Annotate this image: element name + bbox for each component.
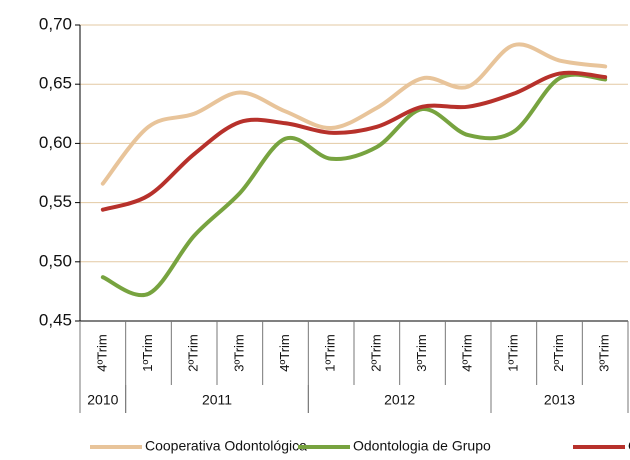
- x-tick-label: 1ºTrim: [140, 334, 155, 371]
- y-tick-label: 0,45: [39, 310, 72, 329]
- y-tick-label: 0,50: [39, 251, 72, 270]
- y-tick-label: 0,65: [39, 74, 72, 93]
- x-tick-label: 1ºTrim: [323, 334, 338, 371]
- y-tick-label: 0,55: [39, 192, 72, 211]
- x-tick-label: 2ºTrim: [368, 334, 383, 371]
- series-line: [100, 42, 608, 186]
- year-label: 2013: [544, 392, 575, 408]
- year-label: 2011: [202, 392, 232, 408]
- x-tick-label: 3ºTrim: [597, 334, 612, 371]
- series-line: [100, 70, 608, 212]
- x-tick-label: 1ºTrim: [505, 334, 520, 371]
- year-label: 2012: [384, 392, 415, 408]
- x-tick-label: 2ºTrim: [551, 334, 566, 371]
- y-tick-label: 0,60: [39, 133, 72, 152]
- x-tick-label: 4ºTrim: [460, 334, 475, 371]
- legend-label: Cooperativa Odontológica: [145, 438, 307, 454]
- x-tick-label: 4ºTrim: [277, 334, 292, 371]
- legend-label: OD: [628, 438, 630, 454]
- legend-label: Odontologia de Grupo: [353, 438, 491, 454]
- year-label: 2010: [87, 392, 118, 408]
- x-tick-label: 2ºTrim: [186, 334, 201, 371]
- series-line: [100, 72, 608, 298]
- x-tick-label: 3ºTrim: [414, 334, 429, 371]
- x-tick-label: 3ºTrim: [231, 334, 246, 371]
- x-tick-label: 4ºTrim: [94, 334, 109, 371]
- y-tick-label: 0,70: [39, 14, 72, 33]
